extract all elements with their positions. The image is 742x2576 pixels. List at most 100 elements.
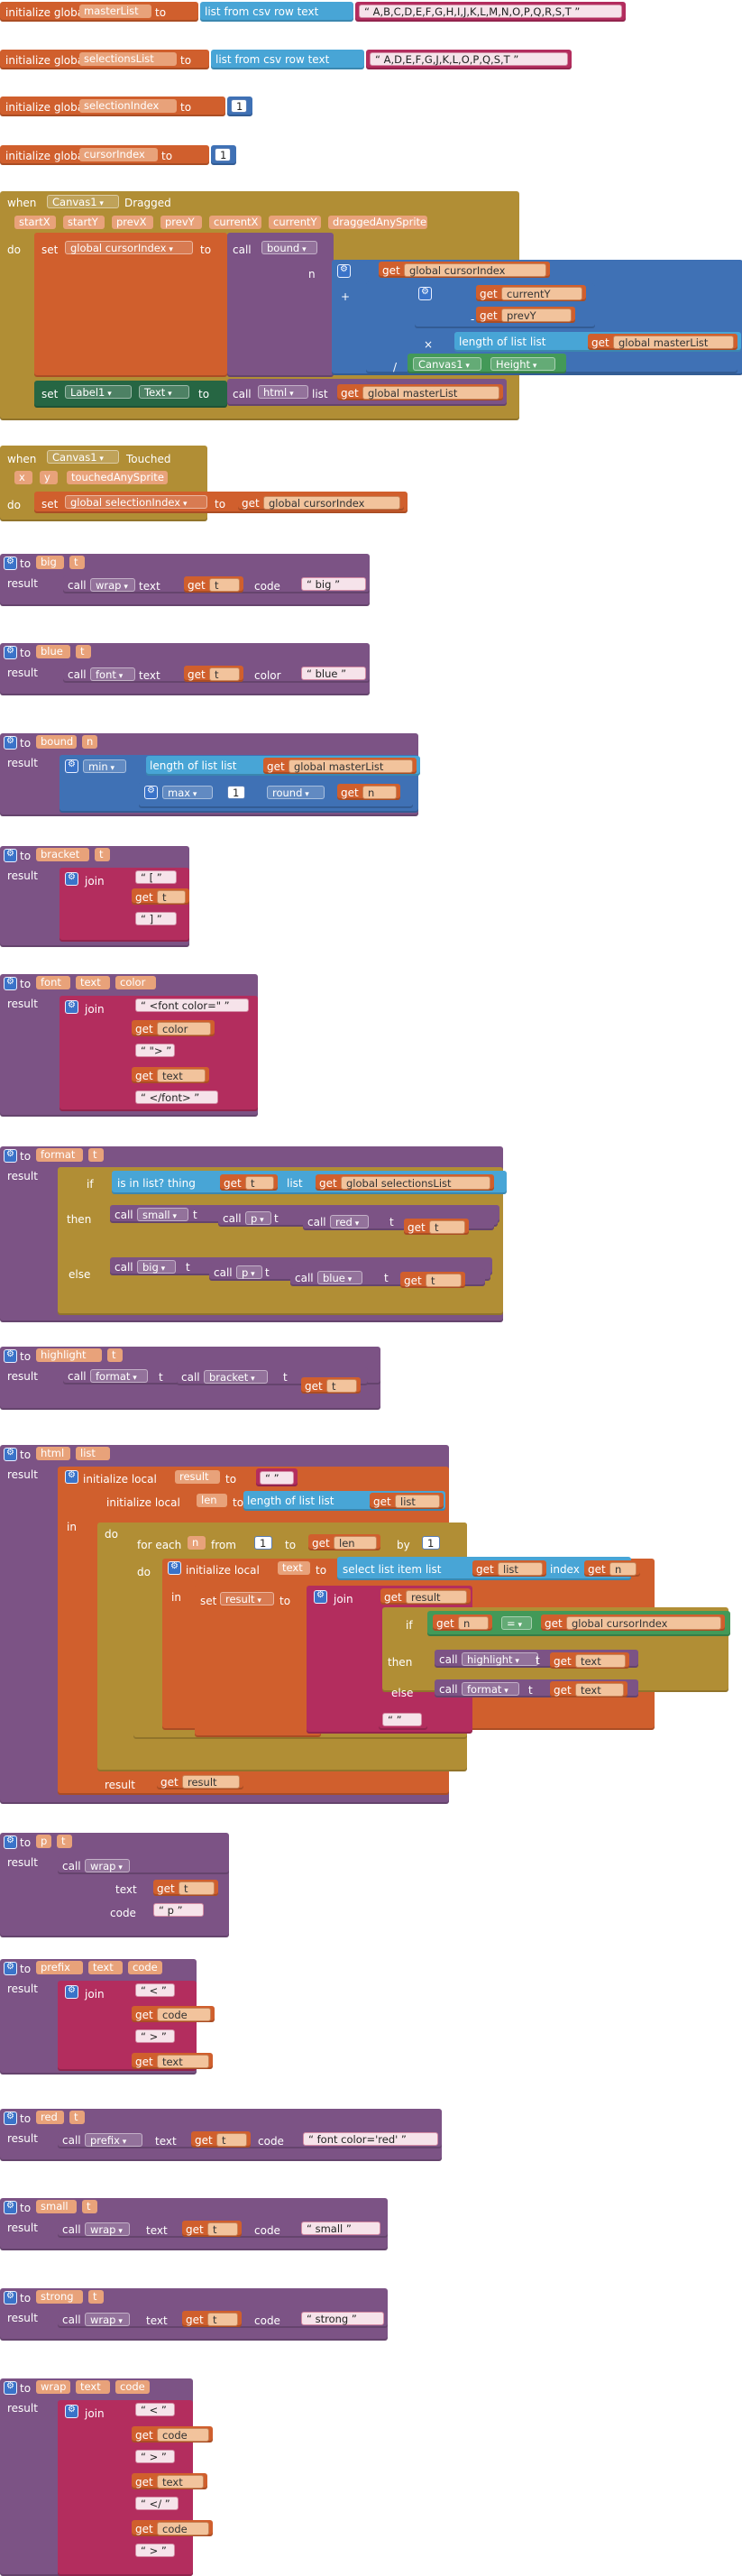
procedure-blue-param-0[interactable]: t bbox=[76, 645, 91, 658]
prefix-lt[interactable]: “ < ” bbox=[135, 1983, 175, 1997]
html-select-get-n-var[interactable]: n bbox=[609, 1562, 637, 1576]
procedure-red-gear[interactable]: ⚙ bbox=[4, 2111, 17, 2125]
set-selectionIndex-target[interactable]: global selectionIndex bbox=[65, 495, 207, 509]
procedure-wrap-name[interactable]: wrap bbox=[36, 2380, 70, 2394]
procedure-p-name[interactable]: p bbox=[36, 1835, 51, 1848]
event-dragged-param-currentX[interactable]: currentX bbox=[209, 216, 261, 229]
procedure-blue-gear[interactable]: ⚙ bbox=[4, 646, 17, 659]
bracket-close[interactable]: “ ] ” bbox=[135, 912, 177, 925]
format-call-p-1-proc-dd[interactable]: p bbox=[245, 1211, 271, 1225]
prefix-get-code-var[interactable]: code bbox=[157, 2008, 211, 2021]
canvas1-height-prop[interactable]: Height bbox=[490, 357, 555, 371]
global-init-selectionsList-csv[interactable] bbox=[211, 50, 364, 69]
global-init-masterList-csv[interactable] bbox=[200, 2, 353, 22]
set-global-cursorIndex[interactable] bbox=[34, 233, 227, 377]
procedure-prefix-gear[interactable]: ⚙ bbox=[4, 1962, 17, 1975]
bound-max-one[interactable]: 1 bbox=[227, 786, 245, 799]
format-call-small-proc-dd[interactable]: small bbox=[137, 1208, 188, 1221]
procedure-small-gear[interactable]: ⚙ bbox=[4, 2201, 17, 2214]
format-get-t-2-var[interactable]: t bbox=[429, 1220, 465, 1234]
procedure-strong-get-t-var[interactable]: t bbox=[207, 2313, 238, 2326]
procedure-blue-name[interactable]: blue bbox=[36, 645, 70, 658]
bound-max-gear[interactable]: ⚙ bbox=[144, 786, 158, 799]
procedure-blue-get-param-var[interactable]: t bbox=[209, 667, 240, 681]
procedure-highlight-gear[interactable]: ⚙ bbox=[4, 1349, 17, 1363]
bracket-get-t-var[interactable]: t bbox=[157, 890, 186, 904]
set-label1-prop[interactable]: Text bbox=[139, 385, 189, 399]
bound-get-n-var[interactable]: n bbox=[362, 786, 397, 799]
get-cursorIndex-1-var[interactable]: global cursorIndex bbox=[404, 263, 546, 277]
wrap-lt-1[interactable]: “ < ” bbox=[135, 2403, 175, 2416]
call-bound-proc[interactable]: bound bbox=[261, 241, 317, 254]
procedure-format-param-0[interactable]: t bbox=[88, 1148, 104, 1162]
procedure-strong-param-0[interactable]: t bbox=[88, 2290, 104, 2304]
procedure-strong-code-value[interactable]: “ strong ” bbox=[301, 2312, 384, 2325]
procedure-big-param-0[interactable]: t bbox=[69, 556, 85, 569]
format-call-big-proc-dd[interactable]: big bbox=[137, 1260, 176, 1274]
event-touched-param-y[interactable]: y bbox=[40, 471, 58, 484]
procedure-p-gear[interactable]: ⚙ bbox=[4, 1835, 17, 1849]
font-str1[interactable]: “ <font color=" ” bbox=[135, 998, 249, 1012]
procedure-wrap-param-1[interactable]: code bbox=[115, 2380, 150, 2394]
html-for-each-by-val[interactable]: 1 bbox=[422, 1536, 440, 1550]
global-init-selectionsList-name[interactable]: selectionsList bbox=[79, 52, 177, 66]
procedure-strong-name[interactable]: strong bbox=[36, 2290, 83, 2304]
get-masterList-2-var[interactable]: global masterList bbox=[362, 386, 499, 400]
procedure-big-get-param-var[interactable]: t bbox=[209, 578, 240, 592]
html-compare-get-cursor-var[interactable]: global cursorIndex bbox=[566, 1616, 721, 1630]
bracket-open[interactable]: “ [ ” bbox=[135, 870, 177, 884]
highlight-call-format-proc-dd[interactable]: format bbox=[90, 1369, 148, 1383]
procedure-red-name[interactable]: red bbox=[36, 2111, 64, 2124]
html-set-var[interactable]: result bbox=[220, 1592, 274, 1605]
procedure-big-call-proc-dd[interactable]: wrap bbox=[90, 578, 135, 592]
procedure-small-param-0[interactable]: t bbox=[82, 2200, 97, 2213]
font-str3[interactable]: “ </font> ” bbox=[135, 1090, 218, 1104]
global-init-cursorIndex-name[interactable]: cursorIndex bbox=[79, 148, 158, 161]
call-html-proc[interactable]: html bbox=[258, 385, 308, 399]
procedure-p-param-0[interactable]: t bbox=[57, 1835, 72, 1848]
procedure-html-param-0[interactable]: list bbox=[76, 1447, 110, 1460]
format-call-p-2-proc-dd[interactable]: p bbox=[236, 1265, 262, 1279]
global-init-selectionIndex-name[interactable]: selectionIndex bbox=[79, 99, 177, 113]
format-get-t-3-var[interactable]: t bbox=[426, 1274, 462, 1287]
prefix-gt[interactable]: “ > ” bbox=[135, 2029, 175, 2043]
procedure-small-call-proc-dd[interactable]: wrap bbox=[85, 2222, 130, 2236]
set-cursorIndex-target[interactable]: global cursorIndex bbox=[65, 241, 193, 254]
html-init-result-gear[interactable]: ⚙ bbox=[65, 1470, 78, 1484]
event-dragged-param-draggedAnySprite[interactable]: draggedAnySprite bbox=[328, 216, 427, 229]
html-format-get-text-var[interactable]: text bbox=[575, 1683, 624, 1697]
html-call-format-proc-dd[interactable]: format bbox=[462, 1682, 519, 1696]
set-label1-component[interactable]: Label1 bbox=[65, 385, 132, 399]
bound-min-op[interactable]: min bbox=[83, 759, 126, 773]
procedure-big-name[interactable]: big bbox=[36, 556, 64, 569]
global-init-cursorIndex-value[interactable]: 1 bbox=[215, 148, 231, 161]
bound-min-gear[interactable]: ⚙ bbox=[65, 759, 78, 773]
wrap-close[interactable]: “ </ ” bbox=[135, 2497, 179, 2510]
procedure-blue-call-proc-dd[interactable]: font bbox=[90, 667, 135, 681]
get-currentY-var[interactable]: currentY bbox=[501, 287, 582, 300]
procedure-blue-code-value[interactable]: “ blue ” bbox=[301, 667, 366, 680]
bound-round-op[interactable]: round bbox=[267, 786, 325, 799]
event-dragged-param-startY[interactable]: startY bbox=[63, 216, 105, 229]
html-init-text-gear[interactable]: ⚙ bbox=[168, 1561, 181, 1575]
font-str2[interactable]: “ "> ” bbox=[135, 1044, 175, 1057]
procedure-bound-gear[interactable]: ⚙ bbox=[4, 736, 17, 750]
event-dragged-param-prevY[interactable]: prevY bbox=[160, 216, 202, 229]
html-select-get-list-var[interactable]: list bbox=[498, 1562, 543, 1576]
html-init-result-name[interactable]: result bbox=[175, 1470, 220, 1484]
procedure-red-param-0[interactable]: t bbox=[69, 2111, 85, 2124]
procedure-bracket-gear[interactable]: ⚙ bbox=[4, 849, 17, 862]
procedure-font-param-0[interactable]: text bbox=[76, 976, 110, 989]
procedure-prefix-param-0[interactable]: text bbox=[88, 1961, 123, 1974]
global-init-selectionIndex-value[interactable]: 1 bbox=[231, 99, 247, 113]
math-subtract-gear[interactable]: ⚙ bbox=[418, 287, 432, 300]
wrap-get-code-1-var[interactable]: code bbox=[157, 2428, 209, 2442]
p-call-wrap-proc-dd[interactable]: wrap bbox=[85, 1859, 130, 1872]
html-get-result-var[interactable]: result bbox=[182, 1775, 240, 1789]
call-bound[interactable] bbox=[227, 233, 334, 377]
procedure-html-name[interactable]: html bbox=[36, 1447, 70, 1460]
get-masterList-1-var[interactable]: global masterList bbox=[613, 336, 734, 349]
html-set-result[interactable] bbox=[195, 1584, 321, 1737]
procedure-strong-gear[interactable]: ⚙ bbox=[4, 2291, 17, 2305]
